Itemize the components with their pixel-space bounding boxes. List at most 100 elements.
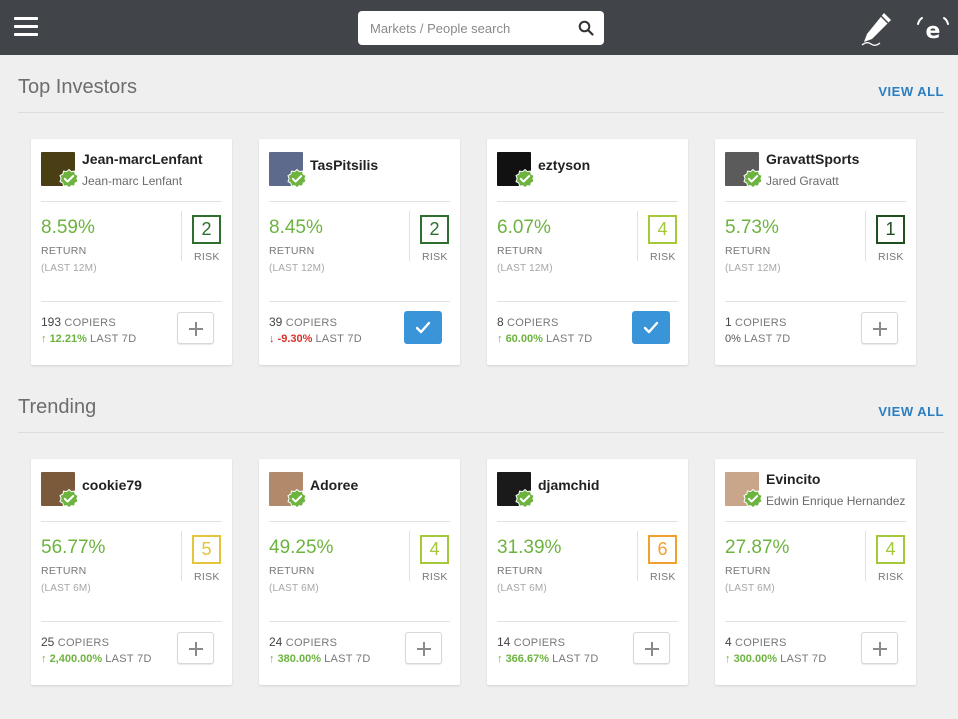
check-icon: [643, 321, 659, 334]
copiers-count: 193 COPIERS: [41, 315, 116, 329]
search-icon[interactable]: [578, 20, 594, 36]
svg-text:e: e: [926, 19, 941, 44]
card-divider: [725, 521, 906, 522]
change-period: LAST 7D: [743, 333, 791, 345]
investor-username[interactable]: eztyson: [538, 157, 591, 173]
investor-full-name: Jean-marc Lenfant: [82, 174, 183, 188]
weekly-change: ↑ 300.00% LAST 7D: [725, 653, 827, 665]
add-copy-button[interactable]: [861, 632, 898, 664]
copiers-number: 39: [269, 315, 283, 329]
investor-card[interactable]: Evincito Edwin Enrique Hernandez 27.87% RET…: [715, 459, 916, 685]
copiers-number: 8: [497, 315, 504, 329]
card-divider: [497, 621, 678, 622]
etoro-logo-icon[interactable]: e: [916, 12, 950, 44]
copied-check-button[interactable]: [632, 311, 670, 344]
section-divider: [18, 112, 944, 113]
investor-username[interactable]: Jean-marcLenfant: [82, 151, 203, 167]
investor-username[interactable]: Evincito: [766, 471, 821, 487]
return-period: (LAST 12M): [497, 263, 553, 274]
investor-username[interactable]: djamchid: [538, 477, 600, 493]
section-title: Top Investors: [18, 76, 137, 98]
arrow-up-icon: ↑: [725, 653, 731, 665]
return-period: (LAST 6M): [41, 583, 91, 594]
investor-username[interactable]: cookie79: [82, 477, 142, 493]
search-input[interactable]: [358, 11, 568, 45]
vertical-divider: [181, 211, 182, 261]
verified-badge-icon: [287, 168, 307, 189]
weekly-change: ↑ 366.67% LAST 7D: [497, 653, 599, 665]
copiers-count: 39 COPIERS: [269, 315, 337, 329]
card-divider: [497, 521, 678, 522]
copiers-number: 1: [725, 315, 732, 329]
investor-card[interactable]: djamchid 31.39% RETURN (LAST 6M) 6 RISK 14 COP…: [487, 459, 688, 685]
add-copy-button[interactable]: [177, 312, 214, 344]
arrow-up-icon: ↑: [41, 653, 47, 665]
return-label: RETURN: [41, 565, 87, 577]
check-icon: [415, 321, 431, 334]
investor-card[interactable]: Adoree 49.25% RETURN (LAST 6M) 4 RISK 24 COPIE…: [259, 459, 460, 685]
verified-badge-icon: [287, 488, 307, 509]
investor-card[interactable]: eztyson 6.07% RETURN (LAST 12M) 4 RISK 8 COPIE…: [487, 139, 688, 365]
card-divider: [725, 621, 906, 622]
return-label: RETURN: [269, 245, 315, 257]
vertical-divider: [409, 531, 410, 581]
return-period: (LAST 6M): [725, 583, 775, 594]
return-period: (LAST 12M): [725, 263, 781, 274]
investor-card[interactable]: cookie79 56.77% RETURN (LAST 6M) 5 RISK 25 COP…: [31, 459, 232, 685]
copiers-label: COPIERS: [285, 637, 338, 649]
copiers-count: 14 COPIERS: [497, 635, 565, 649]
copiers-count: 8 COPIERS: [497, 315, 559, 329]
arrow-up-icon: ↑: [497, 653, 503, 665]
investor-card[interactable]: GravattSports Jared Gravatt 5.73% RETURN (LA…: [715, 139, 916, 365]
vertical-divider: [865, 531, 866, 581]
change-value: 60.00%: [505, 333, 543, 345]
card-divider: [497, 201, 678, 202]
investor-username[interactable]: TasPitsilis: [310, 157, 379, 173]
copied-check-button[interactable]: [404, 311, 442, 344]
add-copy-button[interactable]: [633, 632, 670, 664]
view-all-link[interactable]: VIEW ALL: [878, 404, 944, 419]
pen-icon[interactable]: [858, 9, 896, 47]
risk-score: 4: [420, 535, 449, 564]
return-period: (LAST 12M): [269, 263, 325, 274]
arrow-up-icon: ↑: [269, 653, 275, 665]
change-period: LAST 7D: [105, 653, 152, 665]
card-divider: [269, 621, 450, 622]
add-copy-button[interactable]: [405, 632, 442, 664]
view-all-link[interactable]: VIEW ALL: [878, 84, 944, 99]
vertical-divider: [865, 211, 866, 261]
vertical-divider: [637, 211, 638, 261]
risk-label: RISK: [650, 251, 676, 263]
change-value: 2,400.00%: [49, 653, 103, 665]
top-bar: e: [0, 0, 958, 55]
risk-label: RISK: [194, 251, 220, 263]
risk-label: RISK: [878, 571, 904, 583]
verified-badge-icon: [743, 488, 763, 509]
copiers-label: COPIERS: [735, 317, 787, 329]
return-label: RETURN: [41, 245, 87, 257]
search-box[interactable]: [358, 11, 604, 45]
copiers-label: COPIERS: [64, 317, 116, 329]
copiers-count: 24 COPIERS: [269, 635, 337, 649]
return-period: (LAST 6M): [497, 583, 547, 594]
return-label: RETURN: [725, 565, 771, 577]
menu-icon[interactable]: [14, 17, 38, 37]
weekly-change: 0% LAST 7D: [725, 333, 791, 345]
investor-username[interactable]: GravattSports: [766, 151, 860, 167]
risk-score: 6: [648, 535, 677, 564]
return-value: 49.25%: [269, 537, 334, 558]
vertical-divider: [637, 531, 638, 581]
change-period: LAST 7D: [315, 333, 363, 345]
add-copy-button[interactable]: [861, 312, 898, 344]
investor-full-name: Jared Gravatt: [766, 174, 839, 188]
change-value: -9.30%: [277, 333, 313, 345]
copiers-label: COPIERS: [507, 317, 559, 329]
add-copy-button[interactable]: [177, 632, 214, 664]
investor-username[interactable]: Adoree: [310, 477, 359, 493]
weekly-change: ↑ 380.00% LAST 7D: [269, 653, 371, 665]
change-period: LAST 7D: [552, 653, 599, 665]
change-value: 380.00%: [277, 653, 321, 665]
risk-score: 4: [648, 215, 677, 244]
investor-card[interactable]: Jean-marcLenfant Jean-marc Lenfant 8.59% RE…: [31, 139, 232, 365]
investor-card[interactable]: TasPitsilis 8.45% RETURN (LAST 12M) 2 RISK 39 …: [259, 139, 460, 365]
